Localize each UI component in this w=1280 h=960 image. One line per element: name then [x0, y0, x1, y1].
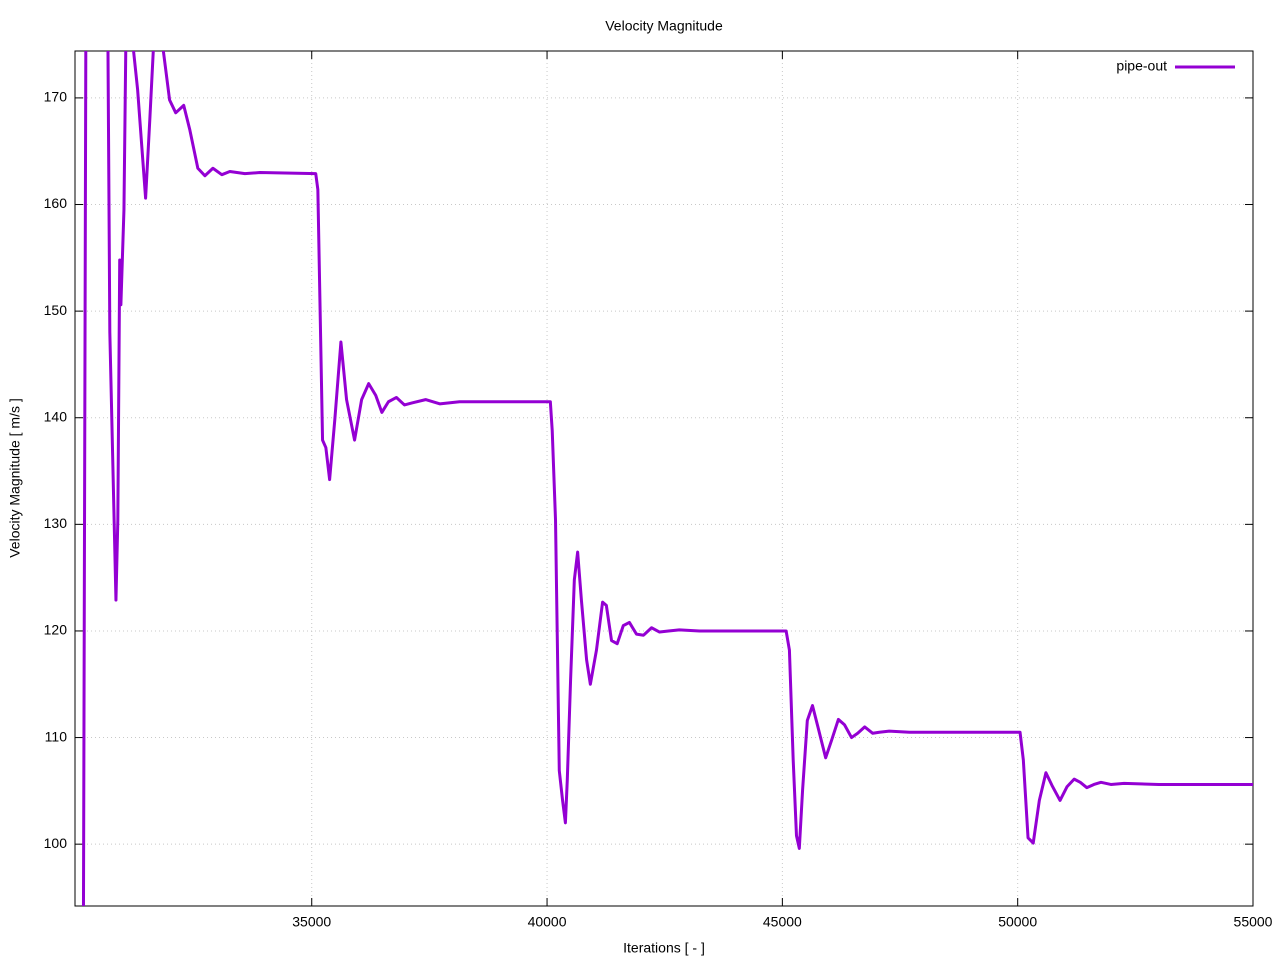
- x-tick-label: 40000: [528, 914, 567, 930]
- x-tick-label: 55000: [1234, 914, 1273, 930]
- y-axis-label: Velocity Magnitude [ m/s ]: [7, 398, 23, 558]
- line-series: [81, 51, 1253, 906]
- x-tick-label: 35000: [292, 914, 331, 930]
- x-axis-label: Iterations [ - ]: [623, 940, 705, 956]
- y-tick-label: 170: [44, 89, 68, 105]
- y-tick-label: 120: [44, 622, 68, 638]
- legend-label: pipe-out: [1116, 58, 1167, 74]
- y-tick-label: 150: [44, 302, 68, 318]
- y-tick-label: 110: [45, 728, 68, 744]
- y-tick-label: 140: [44, 408, 68, 424]
- x-tick-label: 50000: [998, 914, 1037, 930]
- y-tick-label: 130: [44, 515, 68, 531]
- y-tick-label: 100: [44, 835, 68, 851]
- y-tick-label: 160: [44, 195, 68, 211]
- x-tick-label: 45000: [763, 914, 802, 930]
- chart-title: Velocity Magnitude: [605, 18, 723, 34]
- plot-frame: [74, 50, 1254, 907]
